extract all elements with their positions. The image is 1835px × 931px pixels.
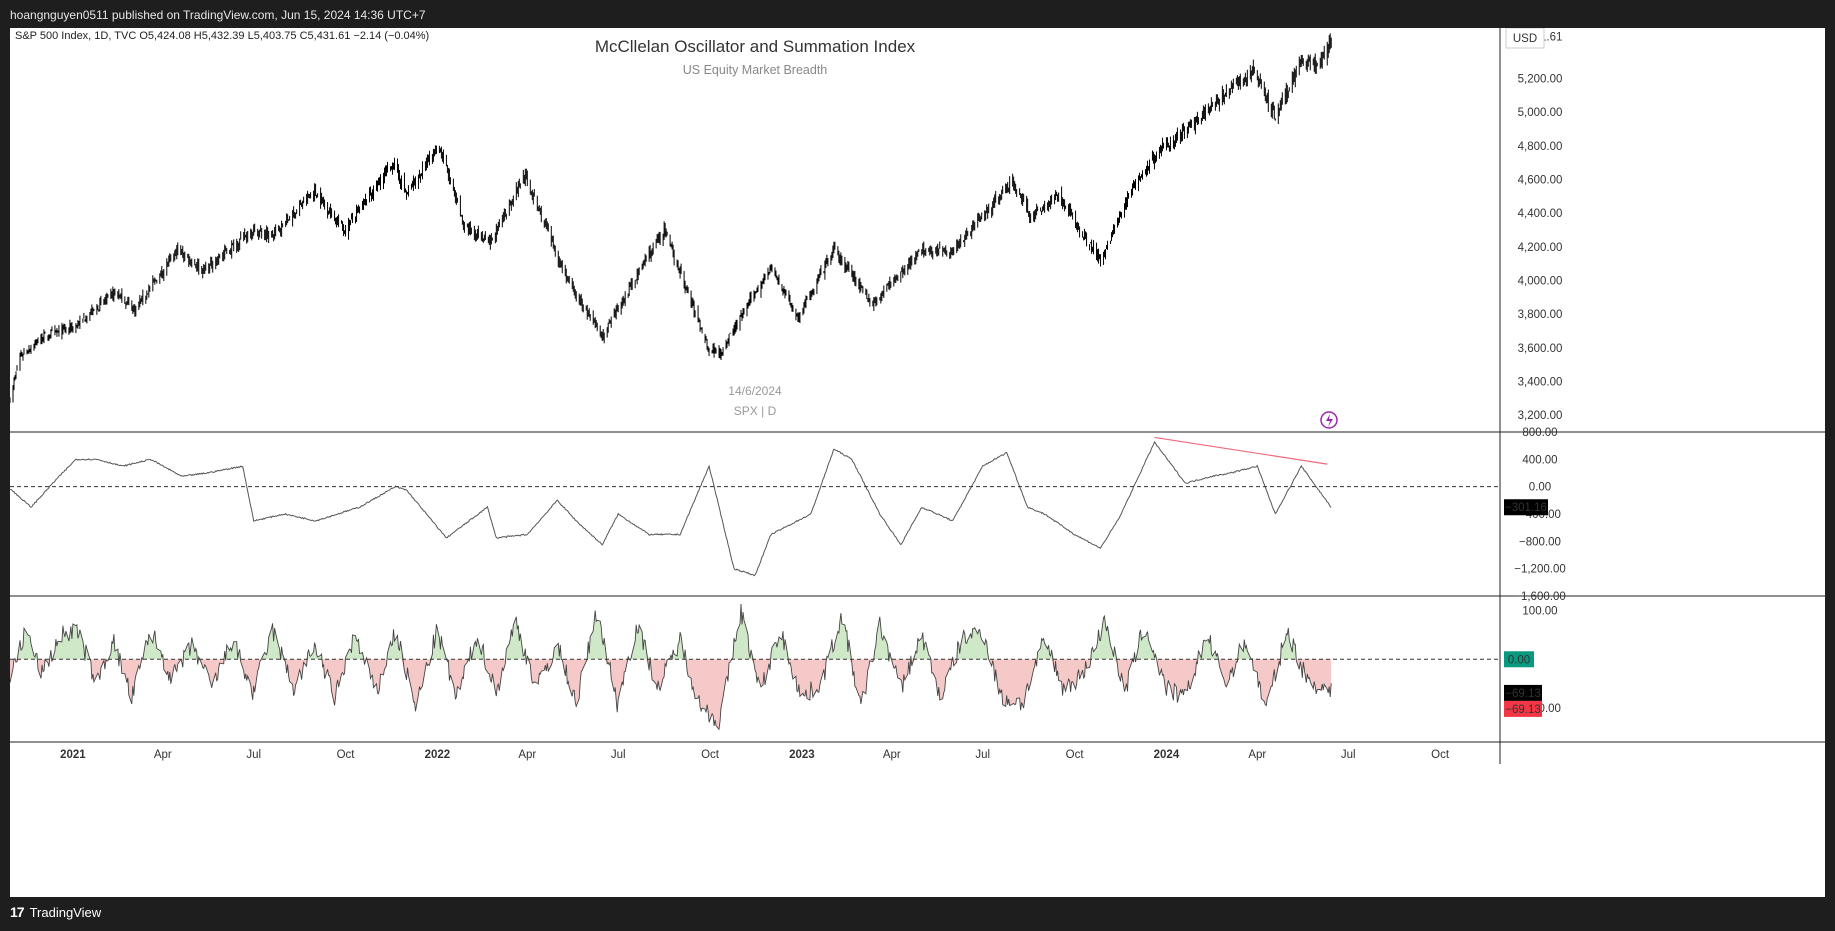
price-tick-label: 4,600.00	[1518, 175, 1563, 187]
time-tick-label: Jul	[246, 749, 261, 761]
price-tick-label: 5,000.00	[1518, 107, 1563, 119]
summation-tick-label: 800.00	[1522, 427, 1557, 439]
tradingview-logo-icon: 17	[10, 904, 25, 920]
price-tick-label: 3,600.00	[1518, 343, 1563, 355]
lightning-icon[interactable]	[1320, 411, 1338, 429]
lightning-icon-bolt	[1326, 414, 1333, 427]
time-tick-label: Oct	[701, 749, 720, 761]
watermark-symbol: SPX | D	[734, 404, 777, 418]
watermark-date: 14/6/2024	[728, 384, 782, 398]
chart-svg[interactable]: 5,200.00 5,000.00 4,800.00 4,600.00 4,400.00…	[9, 27, 1825, 897]
summation-last-badge	[1504, 499, 1548, 516]
summation-tick-label: −800.00	[1519, 536, 1561, 548]
currency-label: USD	[1513, 33, 1537, 45]
tradingview-logo[interactable]: 17 TradingView	[10, 904, 101, 920]
oscillator-last-label-2: −69.13	[1505, 704, 1541, 716]
currency-box[interactable]	[1505, 27, 1545, 49]
oscillator-zero-badge	[1504, 651, 1534, 668]
chart-subtitle: US Equity Market Breadth	[683, 63, 828, 77]
time-tick-label: Oct	[337, 749, 356, 761]
price-tick-label: 3,200.00	[1518, 410, 1563, 422]
chart-title: McCllelan Oscillator and Summation Index	[595, 37, 916, 56]
price-tick-label: 5,200.00	[1518, 74, 1563, 86]
divergence-line	[1154, 436, 1328, 465]
time-tick-label: 2023	[789, 749, 815, 761]
summation-line	[9, 440, 1332, 577]
summation-tick-label: −1,200.00	[1514, 564, 1565, 576]
time-tick-label: Oct	[1066, 749, 1085, 761]
summation-tick-label: 400.00	[1522, 454, 1557, 466]
summation-tick-label: −1,600.00	[1514, 591, 1565, 603]
time-tick-label: Apr	[1248, 749, 1266, 761]
summation-tick-label: 0.00	[1529, 482, 1551, 494]
publisher-bar: hoangnguyen0511 published on TradingView…	[0, 0, 1835, 28]
price-tick-label: 4,000.00	[1518, 276, 1563, 288]
symbol-legend: S&P 500 Index, 1D, TVC O5,424.08 H5,432.…	[15, 30, 429, 42]
price-tick-label: 3,800.00	[1518, 309, 1563, 321]
time-tick-label: Apr	[154, 749, 172, 761]
oscillator-last-badge	[1504, 684, 1542, 701]
price-tick-label: 4,200.00	[1518, 242, 1563, 254]
time-tick-label: 2022	[425, 749, 451, 761]
oscillator-zero-label: 0.00	[1508, 654, 1530, 666]
time-tick-label: 2024	[1154, 749, 1180, 761]
summation-last-label: −301.16	[1505, 502, 1547, 514]
footer-bar: 17 TradingView	[0, 897, 1835, 931]
time-tick-label: Jul	[611, 749, 626, 761]
oscillator-line	[9, 603, 1332, 731]
oscillator-tick-label: 100.00	[1522, 606, 1557, 618]
time-tick-label: Oct	[1431, 749, 1450, 761]
price-tick-label: 3,400.00	[1518, 377, 1563, 389]
time-tick-label: Apr	[883, 749, 901, 761]
price-tick-label: 4,400.00	[1518, 208, 1563, 220]
time-tick-label: Jul	[975, 749, 990, 761]
time-tick-label: 2021	[60, 749, 86, 761]
publisher-line: hoangnguyen0511 published on TradingView…	[10, 8, 426, 22]
oscillator-positive-area	[10, 604, 1332, 660]
time-tick-label: Jul	[1341, 749, 1356, 761]
oscillator-negative-area	[10, 659, 1332, 730]
time-tick-label: Apr	[518, 749, 536, 761]
oscillator-last-label: −69.13	[1505, 688, 1541, 700]
price-tick-label: 4,800.00	[1518, 141, 1563, 153]
oscillator-last-badge-2	[1504, 700, 1542, 717]
footer-brand: TradingView	[29, 904, 102, 920]
chart-area[interactable]: 5,200.00 5,000.00 4,800.00 4,600.00 4,400.00…	[9, 27, 1825, 897]
